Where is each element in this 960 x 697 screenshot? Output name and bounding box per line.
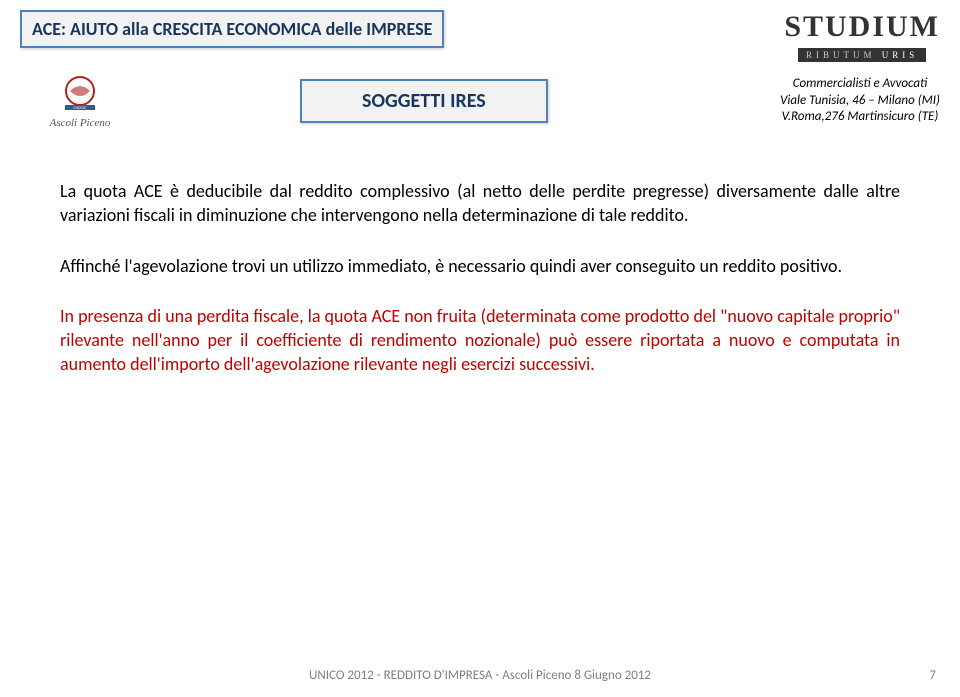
contact-line-2: Viale Tunisia, 46 – Milano (MI) bbox=[780, 93, 940, 110]
paragraph-2: Affinché l'agevolazione trovi un utilizz… bbox=[60, 254, 900, 278]
paragraph-3: In presenza di una perdita fiscale, la q… bbox=[60, 304, 900, 377]
cndcec-logo-block: CNDCEC Ascoli Piceno bbox=[20, 73, 140, 129]
page-number: 7 bbox=[929, 668, 936, 683]
page-title: ACE: AIUTO alla CRESCITA ECONOMICA delle… bbox=[32, 18, 432, 40]
svg-text:CNDCEC: CNDCEC bbox=[73, 106, 87, 111]
body-content: La quota ACE è deducibile dal reddito co… bbox=[0, 129, 960, 377]
page-title-box: ACE: AIUTO alla CRESCITA ECONOMICA delle… bbox=[20, 10, 444, 48]
footer-text: UNICO 2012 - REDDITO D'IMPRESA - Ascoli … bbox=[0, 668, 960, 683]
contact-info: Commercialisti e Avvocati Viale Tunisia,… bbox=[780, 76, 940, 127]
studium-sub-right: URIS bbox=[882, 50, 919, 60]
studium-sub-left: RIBUTUM bbox=[806, 50, 876, 60]
cndcec-caption: Ascoli Piceno bbox=[50, 117, 111, 129]
studium-logo-text: STUDIUM bbox=[784, 10, 940, 44]
subtitle-text: SOGGETTI IRES bbox=[362, 89, 486, 113]
paragraph-1: La quota ACE è deducibile dal reddito co… bbox=[60, 179, 900, 228]
studium-logo-block: STUDIUM RIBUTUM URIS bbox=[784, 10, 940, 63]
studium-subtitle: RIBUTUM URIS bbox=[798, 48, 926, 62]
subtitle-box: SOGGETTI IRES bbox=[300, 79, 548, 123]
contact-line-1: Commercialisti e Avvocati bbox=[780, 76, 940, 93]
contact-line-3: V.Roma,276 Martinsicuro (TE) bbox=[780, 109, 940, 126]
cndcec-icon: CNDCEC bbox=[55, 73, 105, 113]
